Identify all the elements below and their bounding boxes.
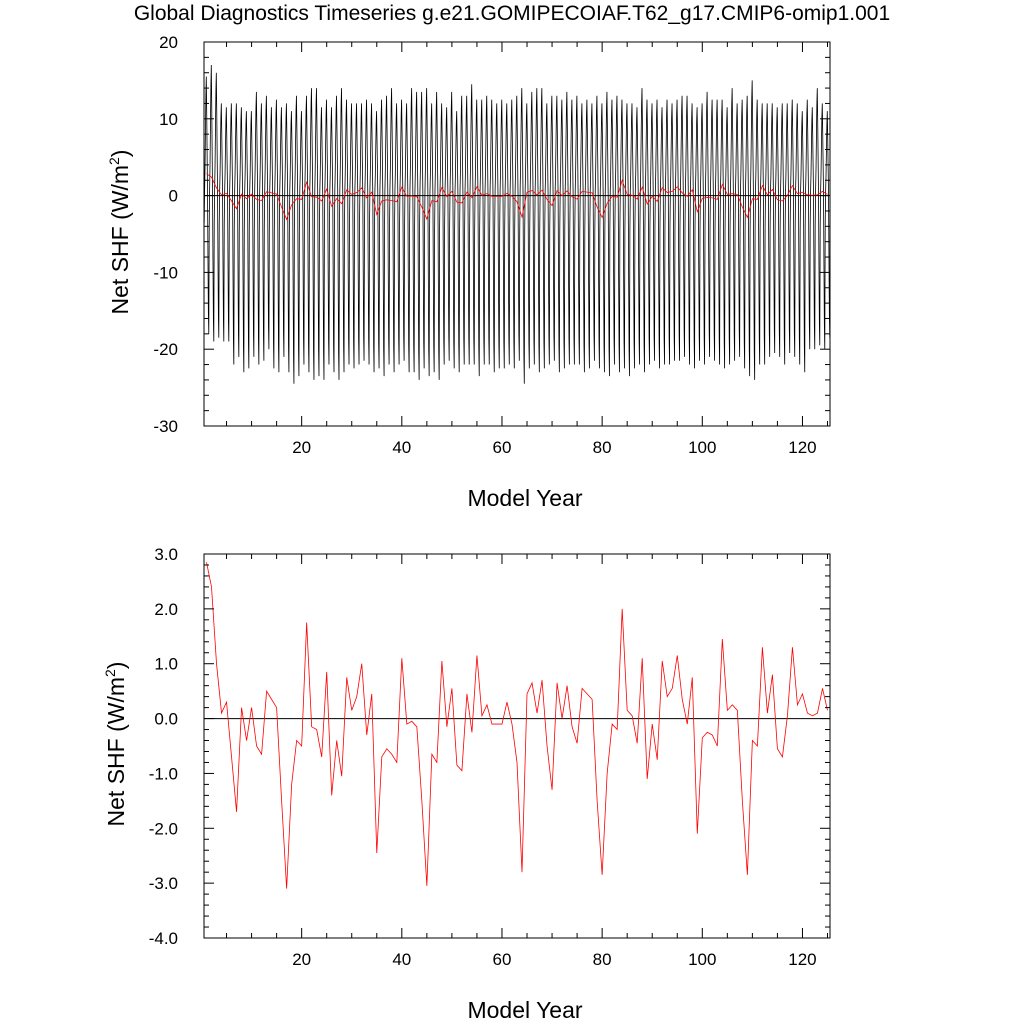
bottom-y-tick-label: -3.0 xyxy=(149,874,178,893)
top-series-annual-mean-line xyxy=(206,173,828,221)
top-y-axis-label: Net SHF (W/m2) xyxy=(106,150,133,315)
top-y-tick-label: 10 xyxy=(159,110,178,129)
bottom-y-axis-label-main: Net SHF (W/m xyxy=(103,677,129,827)
bottom-x-tick-label: 20 xyxy=(292,950,311,969)
bottom-panel: 20 40 60 80 100 120 -4.0 -3.0 -2.0 -1.0 0.0 1.0 2.0 3… xyxy=(102,545,831,1023)
bottom-plot-frame xyxy=(203,553,831,939)
bottom-x-tick-label: 120 xyxy=(788,950,816,969)
top-y-axis-label-main: Net SHF (W/m xyxy=(107,165,133,315)
bottom-x-tick-label: 40 xyxy=(392,950,411,969)
top-y-tick-label: 0 xyxy=(169,187,178,206)
bottom-y-tick-label: 3.0 xyxy=(154,545,178,564)
top-x-tick-label: 20 xyxy=(292,438,311,457)
bottom-y-tick-label: -1.0 xyxy=(149,764,178,783)
bottom-y-axis-label-close: ) xyxy=(103,662,129,670)
top-x-tick-label: 100 xyxy=(688,438,716,457)
top-y-tick-label: -20 xyxy=(153,340,178,359)
chart-title: Global Diagnostics Timeseries g.e21.GOMI… xyxy=(133,2,891,25)
bottom-x-tick-label: 80 xyxy=(593,950,612,969)
top-x-tick-label: 120 xyxy=(788,438,816,457)
top-x-axis-label: Model Year xyxy=(467,485,582,511)
top-y-tick-label: 20 xyxy=(159,33,178,52)
top-plot-frame xyxy=(203,41,831,427)
top-y-tick-label: -30 xyxy=(153,417,178,436)
bottom-y-tick-label: 0.0 xyxy=(154,710,178,729)
bottom-y-tick-label: 1.0 xyxy=(154,655,178,674)
bottom-y-tick-label: 2.0 xyxy=(154,600,178,619)
bottom-y-axis-label: Net SHF (W/m2) xyxy=(102,662,129,827)
bottom-x-tick-label: 100 xyxy=(688,950,716,969)
top-panel: 20 40 60 80 100 120 -30 -20 -10 0 10 20 Model Year Ne… xyxy=(106,33,831,511)
bottom-x-tick-label: 60 xyxy=(493,950,512,969)
top-y-tick-label: -10 xyxy=(153,263,178,282)
top-y-axis-label-sup: 2 xyxy=(106,157,122,165)
top-y-axis-label-close: ) xyxy=(107,150,133,158)
top-x-tick-label: 80 xyxy=(593,438,612,457)
bottom-y-tick-label: -4.0 xyxy=(149,929,178,948)
bottom-y-axis-label-sup: 2 xyxy=(102,669,118,677)
bottom-series-annual-mean-line xyxy=(206,562,828,889)
top-x-tick-label: 60 xyxy=(493,438,512,457)
bottom-y-tick-label: -2.0 xyxy=(149,819,178,838)
top-series-monthly-line xyxy=(204,65,830,384)
bottom-x-axis-label: Model Year xyxy=(467,997,582,1023)
top-x-tick-label: 40 xyxy=(392,438,411,457)
